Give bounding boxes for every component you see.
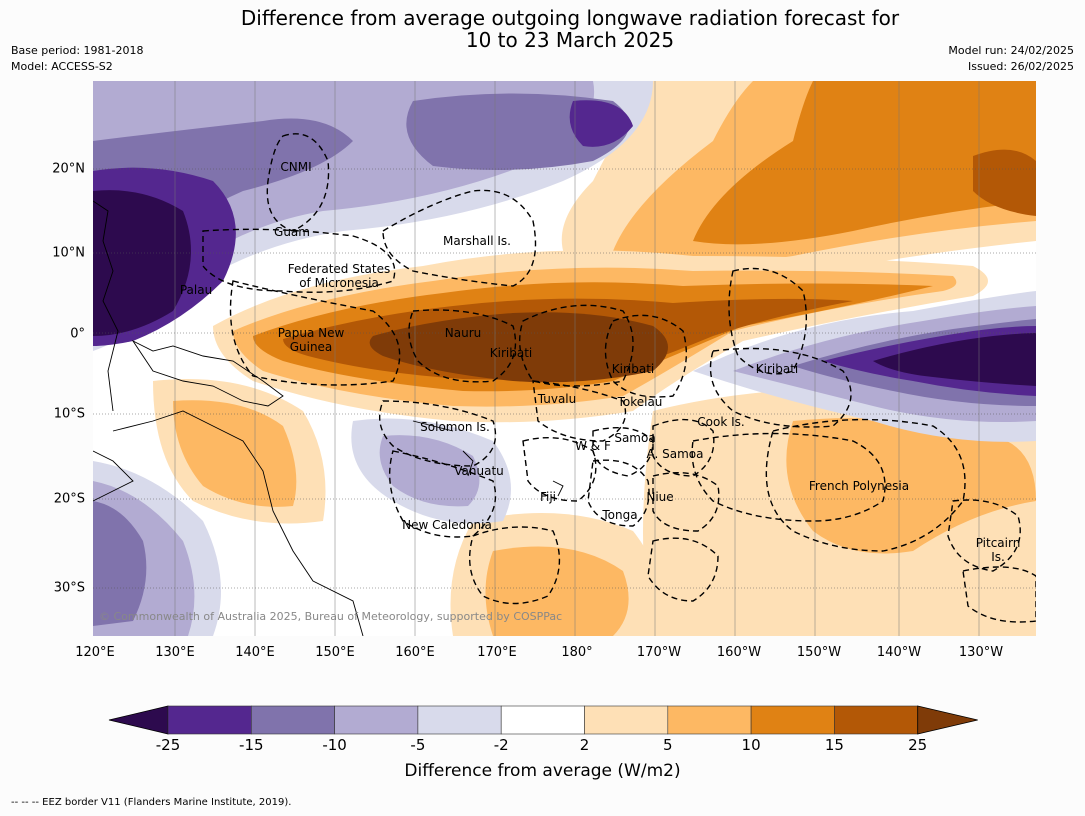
colorbar-tick-label: 15: [824, 736, 844, 754]
place-label: Pitcairn Is.: [975, 536, 1021, 564]
map-title: Difference from average outgoing longwav…: [0, 7, 1085, 51]
place-label: Tonga: [602, 508, 638, 522]
olr-anomaly-map: [93, 81, 1036, 636]
place-label: A. Samoa: [646, 447, 704, 461]
lon-label-170w: 170°W: [636, 645, 682, 660]
graticule: [93, 168, 1036, 589]
place-label: Kiribati: [755, 362, 799, 376]
colorbar-segment: [500, 705, 585, 735]
colorbar-tick-label: 2: [579, 736, 590, 754]
lat-label-20n: 20°N: [52, 161, 85, 177]
place-label: Nauru: [444, 326, 482, 340]
lon-label-170e: 170°E: [477, 645, 517, 660]
copyright-notice: © Commonwealth of Australia 2025, Bureau…: [99, 610, 563, 623]
place-label: Federated States of Micronesia: [287, 262, 391, 290]
place-label: Fiji: [539, 490, 557, 504]
colorbar-tick-label: 25: [908, 736, 928, 754]
lon-label-120e: 120°E: [75, 645, 115, 660]
lon-label-160w: 160°W: [716, 645, 762, 660]
lon-label-140w: 140°W: [876, 645, 922, 660]
lon-label-160e: 160°E: [395, 645, 435, 660]
colorbar-tick-label: -25: [155, 736, 181, 754]
place-label: Kiribati: [611, 362, 655, 376]
colorbar-segment: [750, 705, 835, 735]
lon-label-150e: 150°E: [315, 645, 355, 660]
place-label: New Caledonia: [402, 518, 492, 532]
meta-left: Base period: 1981-2018 Model: ACCESS-S2: [11, 43, 143, 75]
colorbar-tick-label: -2: [493, 736, 509, 754]
lat-label-10s: 10°S: [53, 406, 85, 422]
place-label: Kiribati: [489, 346, 533, 360]
colorbar: [108, 705, 978, 735]
lon-label-130w: 130°W: [958, 645, 1004, 660]
coastlines: [93, 200, 564, 636]
place-label: CNMI: [280, 160, 312, 174]
lat-label-30s: 30°S: [53, 580, 85, 596]
place-label: Tokelau: [617, 395, 663, 409]
place-label: Samoa: [614, 431, 656, 445]
lat-label-0: 0°: [70, 326, 85, 342]
colorbar-tick-label: 5: [663, 736, 673, 754]
place-label: Papua New Guinea: [277, 326, 345, 354]
lon-label-180: 180°: [561, 645, 593, 660]
place-label: Solomon Is.: [420, 420, 490, 434]
model-name: Model: ACCESS-S2: [11, 60, 113, 73]
colorbar-segment: [667, 705, 752, 735]
colorbar-tick-label: 10: [741, 736, 761, 754]
place-label: Guam: [274, 225, 310, 239]
map-panel: CNMI Guam Marshall Is. Federated States of …: [93, 81, 1036, 636]
place-label: W & F: [575, 439, 611, 453]
title-line-2: 10 to 23 March 2025: [465, 28, 675, 52]
eez-footnote: -- -- -- EEZ border V11 (Flanders Marine…: [11, 797, 292, 808]
colorbar-segment: [834, 705, 919, 735]
colorbar-tick-label: -10: [322, 736, 347, 754]
place-label: Niue: [646, 490, 674, 504]
place-label: French Polynesia: [808, 479, 910, 493]
colorbar-tick-label: -5: [410, 736, 426, 754]
meta-right: Model run: 24/02/2025 Issued: 26/02/2025: [948, 43, 1074, 75]
place-label: Tuvalu: [537, 392, 577, 406]
colorbar-segment: [584, 705, 669, 735]
colorbar-title: Difference from average (W/m2): [404, 761, 681, 781]
place-label: Cook Is.: [697, 415, 745, 429]
place-label: Marshall Is.: [443, 234, 511, 248]
colorbar-segment: [417, 705, 502, 735]
eez-borders: [202, 133, 1036, 623]
lat-label-10n: 10°N: [52, 245, 85, 261]
colorbar-segment: [167, 705, 252, 735]
place-label: Palau: [179, 283, 213, 297]
title-line-1: Difference from average outgoing longwav…: [240, 6, 900, 30]
colorbar-extend-high: [917, 705, 978, 735]
colorbar-segment: [334, 705, 419, 735]
model-run: Model run: 24/02/2025: [948, 44, 1074, 57]
lon-label-150w: 150°W: [796, 645, 842, 660]
colorbar-segment: [251, 705, 335, 735]
lat-label-20s: 20°S: [53, 491, 85, 507]
issued-date: Issued: 26/02/2025: [967, 60, 1074, 73]
place-label: Vanuatu: [454, 464, 504, 478]
colorbar-extend-low: [108, 705, 169, 735]
lon-label-140e: 140°E: [235, 645, 275, 660]
base-period: Base period: 1981-2018: [11, 44, 144, 57]
colorbar-tick-label: -15: [239, 736, 264, 754]
lon-label-130e: 130°E: [155, 645, 195, 660]
